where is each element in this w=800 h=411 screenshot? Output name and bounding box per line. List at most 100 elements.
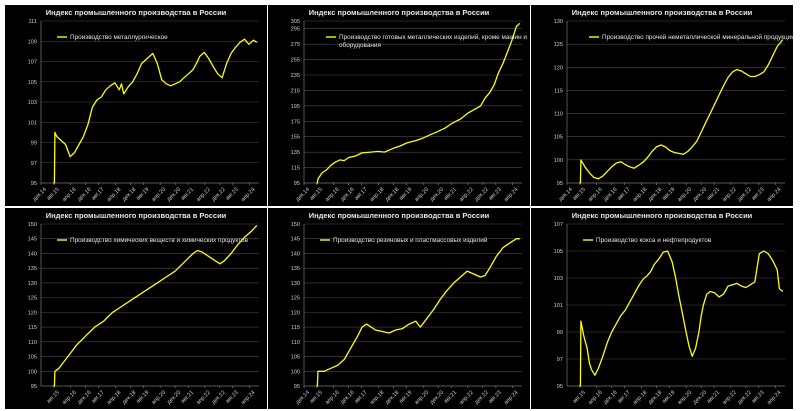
chart-title: Индекс промышленного производства в Росс… xyxy=(309,211,490,220)
y-tick-label: 145 xyxy=(28,237,37,243)
y-tick-label: 95 xyxy=(557,384,563,390)
chart-panel-1: Индекс промышленного производства в Росс… xyxy=(5,5,267,206)
x-tick-label: дек.14 xyxy=(32,187,48,203)
chart-svg-5: Индекс промышленного производства в Росс… xyxy=(291,211,522,406)
chart-panel-2: Индекс промышленного производства в Росс… xyxy=(268,5,530,206)
y-tick-label: 150 xyxy=(28,222,37,228)
y-tick-label: 100 xyxy=(554,158,563,164)
x-tick-label: авг.15 xyxy=(572,390,587,405)
series-line xyxy=(579,250,784,387)
x-tick-label: апр.20 xyxy=(677,187,693,203)
y-tick-label: 110 xyxy=(28,340,37,346)
x-tick-label: дек.22 xyxy=(737,187,753,203)
y-tick-label: 103 xyxy=(28,100,37,106)
x-tick-label: дек.20 xyxy=(692,187,708,203)
y-tick-label: 100 xyxy=(291,369,300,375)
chart-title: Индекс промышленного производства в Росс… xyxy=(572,8,753,17)
y-tick-label: 120 xyxy=(291,310,300,316)
y-tick-label: 130 xyxy=(291,281,300,287)
y-tick-label: 255 xyxy=(291,58,300,64)
x-tick-label: апр.16 xyxy=(324,390,340,406)
x-tick-label: авг.23 xyxy=(488,390,503,405)
x-tick-label: апр.24 xyxy=(503,390,519,406)
y-tick-label: 125 xyxy=(554,42,563,48)
x-tick-label: дек.14 xyxy=(295,187,311,203)
x-tick-label: апр.18 xyxy=(632,187,648,203)
chart-svg-4: Индекс промышленного производства в Росс… xyxy=(28,211,259,406)
x-tick-label: апр.24 xyxy=(240,390,256,406)
x-tick-label: дек.18 xyxy=(647,390,663,406)
chart-panel-4: Индекс промышленного производства в Росс… xyxy=(5,208,267,409)
x-tick-label: дек.22 xyxy=(211,390,227,406)
x-tick-label: апр.22 xyxy=(459,390,475,406)
x-tick-label: дек.16 xyxy=(340,187,356,203)
series-line xyxy=(53,225,258,387)
y-tick-label: 99 xyxy=(557,330,563,336)
x-tick-label: дек.20 xyxy=(166,187,182,203)
y-tick-label: 107 xyxy=(554,222,563,228)
legend-label: Производство химических веществ и химиче… xyxy=(70,237,249,244)
y-tick-label: 107 xyxy=(28,60,37,66)
chart-svg-2: Индекс промышленного производства в Росс… xyxy=(291,8,528,203)
x-tick-label: апр.18 xyxy=(369,390,385,406)
y-tick-label: 115 xyxy=(291,325,300,331)
x-tick-label: апр.20 xyxy=(414,187,430,203)
y-tick-label: 105 xyxy=(291,355,300,361)
x-tick-label: авг.19 xyxy=(398,187,413,202)
chart-svg-6: Индекс промышленного производства в Росс… xyxy=(554,211,785,406)
y-tick-label: 105 xyxy=(28,355,37,361)
y-tick-label: 105 xyxy=(554,135,563,141)
y-tick-label: 105 xyxy=(554,249,563,255)
y-tick-label: 135 xyxy=(291,266,300,272)
x-tick-label: авг.19 xyxy=(135,187,150,202)
legend-label: Производство кокса и нефтепродуктов xyxy=(596,237,712,244)
y-tick-label: 195 xyxy=(291,104,300,110)
y-tick-label: 120 xyxy=(554,65,563,71)
y-tick-label: 95 xyxy=(557,181,563,187)
x-tick-label: дек.18 xyxy=(384,390,400,406)
x-tick-label: авг.23 xyxy=(751,187,766,202)
x-tick-label: апр.16 xyxy=(324,187,340,203)
chart-panel-5: Индекс промышленного производства в Росс… xyxy=(268,208,530,409)
x-tick-label: дек.18 xyxy=(121,390,137,406)
x-tick-label: авг.17 xyxy=(354,390,369,405)
y-tick-label: 150 xyxy=(291,222,300,228)
x-tick-label: авг.23 xyxy=(225,390,240,405)
y-tick-label: 95 xyxy=(294,181,300,187)
y-tick-label: 110 xyxy=(554,112,563,118)
x-tick-label: дек.20 xyxy=(166,390,182,406)
x-tick-label: авг.17 xyxy=(354,187,369,202)
y-tick-label: 115 xyxy=(554,88,563,94)
x-tick-label: авг.21 xyxy=(180,390,195,405)
y-tick-label: 105 xyxy=(28,80,37,86)
y-tick-label: 145 xyxy=(291,237,300,243)
x-tick-label: авг.15 xyxy=(309,390,324,405)
x-tick-label: апр.20 xyxy=(151,390,167,406)
y-tick-label: 135 xyxy=(28,266,37,272)
x-tick-label: дек.22 xyxy=(474,187,490,203)
x-tick-label: авг.19 xyxy=(135,390,150,405)
x-tick-label: апр.16 xyxy=(587,390,603,406)
y-tick-label: 110 xyxy=(291,340,300,346)
x-tick-label: авг.17 xyxy=(617,390,632,405)
x-tick-label: авг.19 xyxy=(398,390,413,405)
y-tick-label: 305 xyxy=(291,19,300,25)
chart-panel-6: Индекс промышленного производства в Росс… xyxy=(531,208,793,409)
x-tick-label: апр.16 xyxy=(587,187,603,203)
x-tick-label: авг.21 xyxy=(706,187,721,202)
legend-label: Производство резиновых и пластмассовых и… xyxy=(333,236,488,244)
x-tick-label: авг.21 xyxy=(443,390,458,405)
x-tick-label: авг.21 xyxy=(443,187,458,202)
x-tick-label: авг.15 xyxy=(46,187,61,202)
x-tick-label: дек.20 xyxy=(429,390,445,406)
y-tick-label: 295 xyxy=(291,27,300,33)
y-tick-label: 215 xyxy=(291,88,300,94)
x-tick-label: апр.20 xyxy=(151,187,167,203)
x-tick-label: дек.16 xyxy=(77,187,93,203)
y-tick-label: 95 xyxy=(294,384,300,390)
x-tick-label: апр.22 xyxy=(722,187,738,203)
series-line xyxy=(53,38,258,184)
x-tick-label: апр.24 xyxy=(240,187,256,203)
x-tick-label: авг.23 xyxy=(225,187,240,202)
x-tick-label: апр.22 xyxy=(722,390,738,406)
